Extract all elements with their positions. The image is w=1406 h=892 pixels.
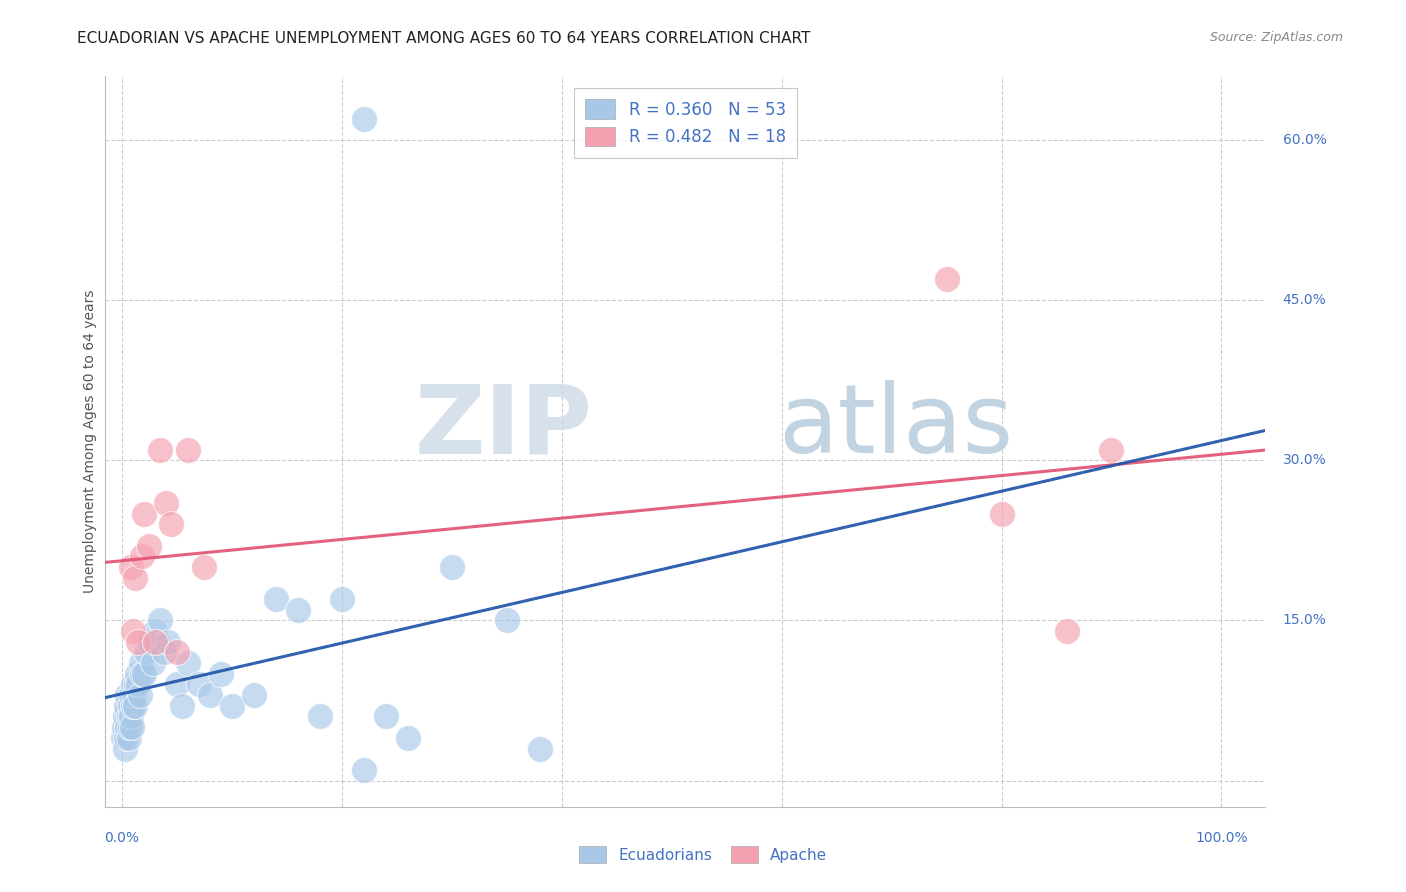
Point bbox=[177, 442, 200, 457]
Point bbox=[122, 688, 145, 702]
Text: Source: ZipAtlas.com: Source: ZipAtlas.com bbox=[1209, 31, 1343, 45]
Point bbox=[135, 645, 157, 659]
Point bbox=[440, 560, 463, 574]
Point bbox=[114, 741, 136, 756]
Legend: R = 0.360   N = 53, R = 0.482   N = 18: R = 0.360 N = 53, R = 0.482 N = 18 bbox=[574, 87, 797, 158]
Point bbox=[209, 666, 232, 681]
Text: 30.0%: 30.0% bbox=[1282, 453, 1326, 467]
Point bbox=[117, 709, 139, 723]
Point bbox=[138, 539, 160, 553]
Text: ECUADORIAN VS APACHE UNEMPLOYMENT AMONG AGES 60 TO 64 YEARS CORRELATION CHART: ECUADORIAN VS APACHE UNEMPLOYMENT AMONG … bbox=[77, 31, 811, 46]
Point bbox=[122, 698, 145, 713]
Text: 60.0%: 60.0% bbox=[1282, 133, 1327, 147]
Point bbox=[124, 571, 146, 585]
Point bbox=[125, 677, 148, 691]
Point bbox=[152, 645, 174, 659]
Point bbox=[1101, 442, 1123, 457]
Point bbox=[120, 709, 142, 723]
Point bbox=[122, 624, 145, 638]
Point bbox=[187, 677, 209, 691]
Point bbox=[221, 698, 243, 713]
Point bbox=[121, 720, 143, 734]
Point bbox=[529, 741, 551, 756]
Point bbox=[122, 677, 145, 691]
Point bbox=[131, 666, 153, 681]
Point bbox=[177, 656, 200, 670]
Point bbox=[495, 614, 517, 628]
Point bbox=[166, 677, 188, 691]
Text: 15.0%: 15.0% bbox=[1282, 614, 1327, 627]
Point bbox=[1056, 624, 1078, 638]
Point bbox=[131, 549, 153, 564]
Point bbox=[115, 731, 138, 745]
Point bbox=[198, 688, 221, 702]
Point bbox=[132, 666, 155, 681]
Point bbox=[117, 731, 139, 745]
Point bbox=[127, 634, 149, 648]
Point bbox=[160, 517, 183, 532]
Point bbox=[172, 698, 194, 713]
Point bbox=[115, 698, 138, 713]
Point bbox=[157, 634, 180, 648]
Point bbox=[146, 634, 169, 648]
Point bbox=[149, 614, 172, 628]
Point bbox=[112, 720, 135, 734]
Point bbox=[143, 634, 166, 648]
Point bbox=[120, 560, 142, 574]
Point bbox=[132, 507, 155, 521]
Point bbox=[166, 645, 188, 659]
Point bbox=[124, 698, 146, 713]
Point bbox=[143, 624, 166, 638]
Point bbox=[935, 271, 957, 285]
Y-axis label: Unemployment Among Ages 60 to 64 years: Unemployment Among Ages 60 to 64 years bbox=[83, 290, 97, 593]
Point bbox=[243, 688, 266, 702]
Point bbox=[396, 731, 419, 745]
Point bbox=[112, 731, 135, 745]
Text: atlas: atlas bbox=[779, 380, 1014, 474]
Point bbox=[374, 709, 396, 723]
Point bbox=[114, 709, 136, 723]
Text: 45.0%: 45.0% bbox=[1282, 293, 1326, 307]
Point bbox=[287, 603, 309, 617]
Point bbox=[155, 496, 177, 510]
Point bbox=[118, 720, 141, 734]
Point bbox=[117, 720, 139, 734]
Point bbox=[120, 688, 142, 702]
Point bbox=[264, 592, 287, 607]
Point bbox=[117, 688, 139, 702]
Point bbox=[129, 656, 152, 670]
Point bbox=[128, 688, 150, 702]
Point bbox=[353, 763, 375, 777]
Point bbox=[308, 709, 330, 723]
Point bbox=[990, 507, 1012, 521]
Point bbox=[127, 666, 149, 681]
Point bbox=[127, 677, 149, 691]
Point bbox=[330, 592, 353, 607]
Point bbox=[149, 442, 172, 457]
Point bbox=[193, 560, 215, 574]
Point bbox=[142, 656, 165, 670]
Text: 0.0%: 0.0% bbox=[104, 830, 139, 845]
Point bbox=[353, 112, 375, 126]
Point bbox=[118, 698, 141, 713]
Text: 100.0%: 100.0% bbox=[1195, 830, 1247, 845]
Text: ZIP: ZIP bbox=[415, 380, 593, 474]
Point bbox=[138, 634, 160, 648]
Legend: Ecuadorians, Apache: Ecuadorians, Apache bbox=[571, 838, 835, 871]
